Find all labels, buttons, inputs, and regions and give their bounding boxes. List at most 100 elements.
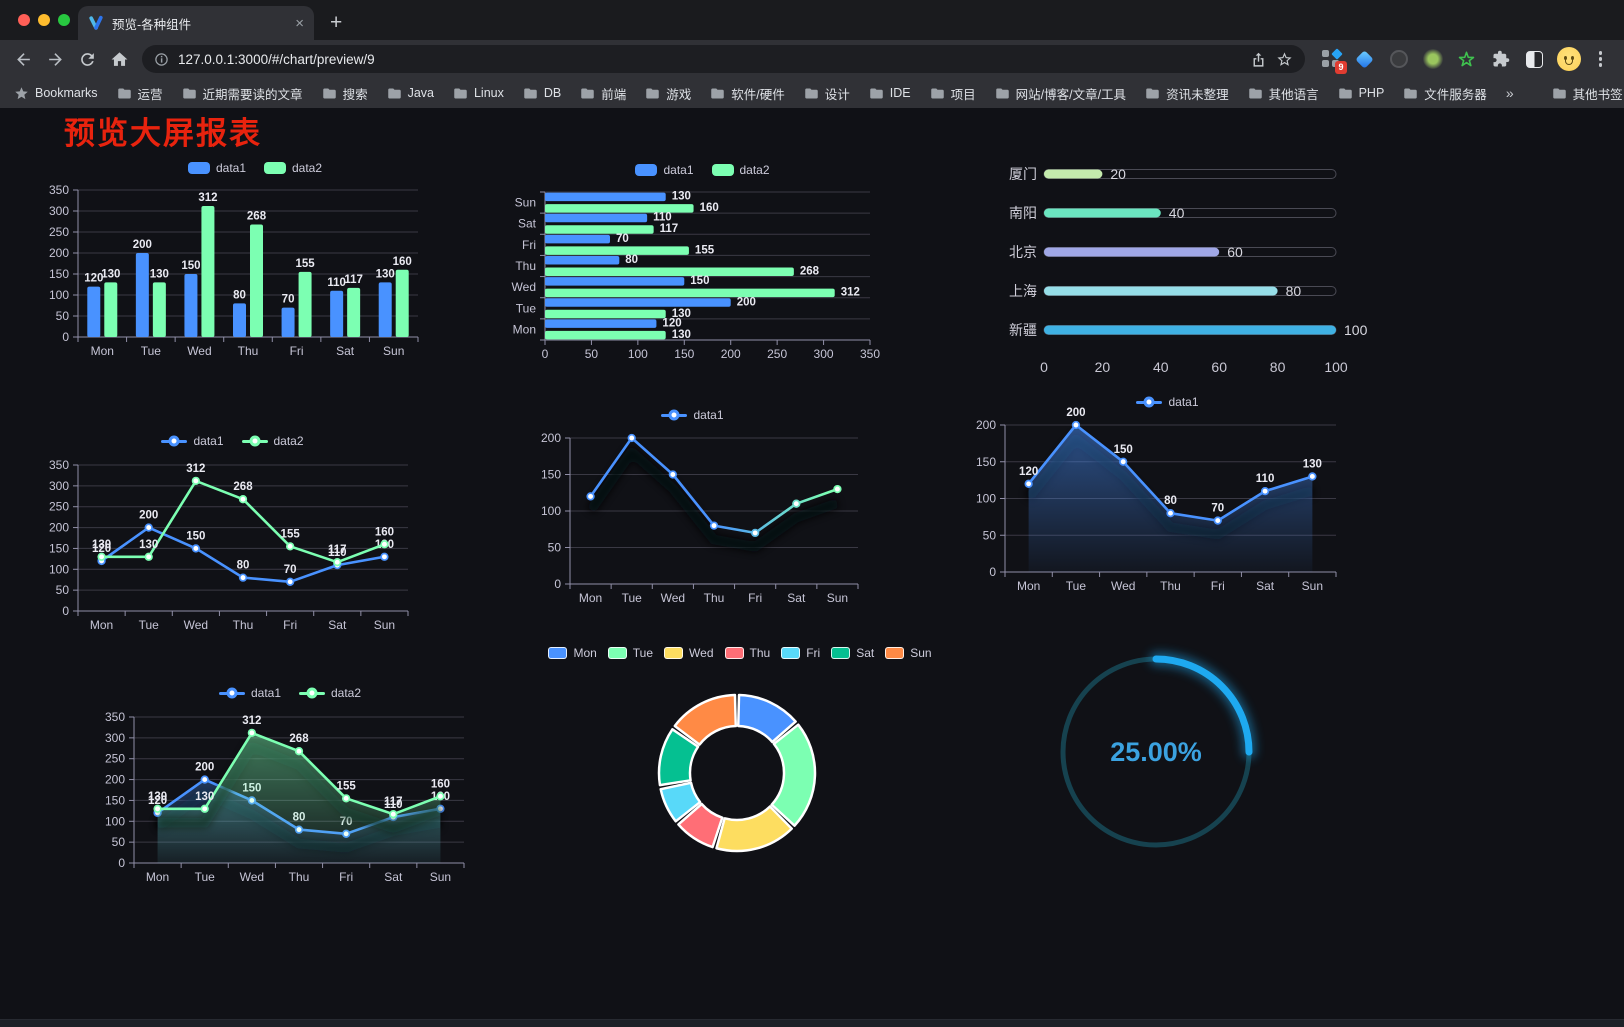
svg-text:300: 300 — [105, 731, 125, 745]
svg-text:312: 312 — [841, 287, 860, 299]
donut-segment-Tue[interactable] — [770, 723, 817, 827]
legend-item-Tue[interactable]: Tue — [607, 646, 653, 660]
bookmark-folder-item[interactable]: 游戏 — [645, 84, 691, 103]
bookmark-folder-item[interactable]: 资讯未整理 — [1145, 84, 1229, 103]
legend-item-data2[interactable]: data2 — [264, 161, 322, 175]
legend-item-data2[interactable]: data2 — [711, 163, 770, 177]
bookmark-folder-item[interactable]: 运营 — [117, 84, 163, 103]
legend-item-Mon[interactable]: Mon — [548, 646, 597, 660]
svg-text:155: 155 — [281, 528, 301, 540]
dark-reader-icon[interactable] — [1523, 47, 1547, 71]
bookmark-folder-item[interactable]: 近期需要读的文章 — [182, 84, 303, 103]
donut-segment-Sun[interactable] — [673, 693, 738, 746]
forward-icon[interactable] — [40, 44, 70, 74]
svg-text:100: 100 — [1324, 359, 1348, 375]
area-two-series-canvas[interactable]: 0 50 100 150 200 250 300 350 Mon Tue Wed Thu Fri Sat S… — [100, 680, 480, 895]
url-text[interactable]: 127.0.0.1:3000/#/chart/preview/9 — [178, 51, 375, 67]
extension-green-circle-icon[interactable] — [1421, 47, 1445, 71]
legend-item-Wed[interactable]: Wed — [664, 646, 714, 660]
site-info-icon[interactable] — [154, 52, 169, 67]
legend-item-Sun[interactable]: Sun — [885, 646, 932, 660]
bookmark-folder-item[interactable]: PHP — [1338, 84, 1384, 103]
legend-item-data1[interactable]: data1 — [161, 434, 224, 448]
legend-item-data1[interactable]: data1 — [661, 408, 724, 422]
extension-gem-icon[interactable] — [1353, 47, 1377, 71]
bookmark-folder-item[interactable]: IDE — [869, 84, 911, 103]
bookmark-folder-item[interactable]: Linux — [453, 84, 504, 103]
grouped-bar-canvas[interactable]: 0 50 100 150 200 250 300 350 Mon Tue Wed Thu Fri Sat S… — [40, 155, 470, 367]
chart-city-progress[interactable]: 厦门 20 南阳 40 北京 60 上海 80 新疆 100 0 20 40 60 80 100 — [995, 160, 1370, 395]
svg-text:150: 150 — [49, 267, 69, 281]
share-icon[interactable] — [1250, 51, 1267, 68]
donut-segment-Mon[interactable] — [736, 693, 797, 744]
bookmark-folder-label: 软件/硬件 — [731, 87, 785, 102]
address-bar[interactable]: 127.0.0.1:3000/#/chart/preview/9 — [142, 45, 1305, 73]
donut-segment-Sat[interactable] — [657, 728, 700, 787]
bar-legend-swatch — [264, 162, 286, 174]
legend-item-Sat[interactable]: Sat — [831, 646, 874, 660]
browser-tab[interactable]: 预览-各种组件 × — [78, 6, 314, 40]
legend-label: data2 — [739, 163, 770, 177]
chart-area-single[interactable]: data1 0 50 100 150 200 Mon Tue Wed Thu Fri Sat Sun 12… — [975, 390, 1360, 603]
bookmark-folder-item[interactable]: 文件服务器 — [1403, 84, 1487, 103]
donut-segment-Wed[interactable] — [715, 805, 793, 853]
legend-item-Fri[interactable]: Fri — [781, 646, 820, 660]
extension-grid-icon[interactable]: 9 — [1319, 47, 1347, 74]
legend-item-data1[interactable]: data1 — [218, 686, 281, 700]
other-bookmarks-folder[interactable]: 其他书签 — [1552, 84, 1623, 103]
bookmark-folder-item[interactable]: 项目 — [930, 84, 976, 103]
bookmark-folder-item[interactable]: 前端 — [580, 84, 626, 103]
bookmark-folder-item[interactable]: 搜索 — [322, 84, 368, 103]
line-gradient-shadow-canvas[interactable]: 0 50 100 150 200 Mon Tue Wed Thu Fri Sat Sun — [505, 403, 880, 616]
city-progress-canvas[interactable]: 厦门 20 南阳 40 北京 60 上海 80 新疆 100 0 20 40 60 80 100 — [995, 160, 1370, 395]
minimize-window-button[interactable] — [38, 14, 50, 26]
browser-menu-icon[interactable] — [1591, 51, 1611, 67]
legend-item-data2[interactable]: data2 — [299, 686, 361, 700]
legend-item-data2[interactable]: data2 — [241, 434, 304, 448]
chart-gauge-progress[interactable]: 25.00% — [1040, 633, 1280, 873]
legend-item-data1[interactable]: data1 — [1136, 395, 1199, 409]
bookmark-folder-item[interactable]: DB — [523, 84, 561, 103]
bookmarks-overflow-chevron[interactable]: » — [1505, 85, 1514, 101]
gauge-canvas[interactable]: 25.00% — [1040, 633, 1280, 873]
line-two-series-canvas[interactable]: 0 50 100 150 200 250 300 350 Mon Tue Wed Thu Fri Sat S… — [40, 428, 425, 643]
donut-canvas[interactable] — [550, 638, 930, 883]
close-window-button[interactable] — [18, 14, 30, 26]
bookmark-folder-item[interactable]: 其他语言 — [1248, 84, 1319, 103]
donut-segment-Fri[interactable] — [659, 781, 702, 823]
bookmark-star-icon[interactable] — [1276, 51, 1293, 68]
svg-text:Tue: Tue — [195, 870, 216, 884]
legend-item-data1[interactable]: data1 — [635, 163, 694, 177]
svg-text:50: 50 — [585, 347, 599, 361]
chart-line-two-series[interactable]: data1 data2 0 50 100 150 200 250 300 350 Mon Tue Wed… — [40, 428, 425, 643]
extension-dark-circle-icon[interactable] — [1387, 47, 1411, 71]
extensions-puzzle-icon[interactable] — [1489, 47, 1513, 71]
new-tab-button[interactable]: + — [330, 11, 343, 34]
legend-item-Thu[interactable]: Thu — [724, 646, 770, 660]
bookmark-folder-item[interactable]: 软件/硬件 — [710, 84, 785, 103]
bookmark-folder-item[interactable]: 网站/博客/文章/工具 — [995, 84, 1126, 103]
chart-area-two-series[interactable]: data1 data2 0 50 100 150 200 250 300 350 Mon Tue Wed… — [100, 680, 480, 895]
chart-donut[interactable]: Mon Tue Wed Thu Fri Sat Sun — [548, 638, 932, 883]
svg-text:20: 20 — [1110, 166, 1126, 182]
bookmark-folder-item[interactable]: 设计 — [804, 84, 850, 103]
profile-avatar[interactable] — [1556, 47, 1581, 71]
svg-text:110: 110 — [653, 212, 672, 224]
chart-horizontal-bar[interactable]: data1 data2 0 50 100 150 200 250 300 350 Sun 130 160… — [505, 155, 900, 370]
reload-icon[interactable] — [72, 44, 102, 74]
area-single-canvas[interactable]: 0 50 100 150 200 Mon Tue Wed Thu Fri Sat Sun 120 200 1… — [975, 390, 1360, 603]
bookmarks-manager[interactable]: Bookmarks — [14, 86, 98, 101]
chart-line-gradient[interactable]: data1 0 50 100 150 200 Mon Tue Wed Thu Fri Sat Sun — [505, 403, 880, 616]
bookmark-folder-item[interactable]: Java — [387, 84, 434, 103]
svg-text:Wed: Wed — [184, 618, 208, 632]
svg-text:350: 350 — [860, 347, 880, 361]
back-icon[interactable] — [8, 44, 38, 74]
chart-grouped-bar[interactable]: data1 data2 0 50 100 150 200 250 300 350 Mon Tue Wed… — [40, 155, 470, 367]
legend-item-data1[interactable]: data1 — [187, 161, 246, 175]
donut-segment-Thu[interactable] — [677, 802, 724, 849]
home-icon[interactable] — [104, 44, 134, 74]
extension-green-star-icon[interactable] — [1455, 47, 1479, 71]
maximize-window-button[interactable] — [58, 14, 70, 26]
tab-close-icon[interactable]: × — [295, 14, 304, 32]
